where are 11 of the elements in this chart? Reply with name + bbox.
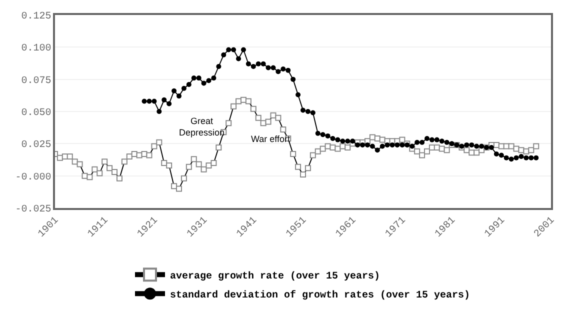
y-tick-label: 0.050	[21, 108, 52, 119]
y-tick-label: -0.000	[15, 172, 52, 184]
y-tick-label: 0.125	[21, 12, 52, 22]
annotation: Great Depression	[179, 116, 225, 138]
y-tick-label: 0.100	[21, 44, 52, 55]
legend-label: average growth rate (over 15 years)	[170, 270, 380, 283]
legend-label: standard deviation of growth rates (over 15 years)	[170, 290, 470, 302]
y-tick-label: 0.075	[21, 76, 52, 87]
annotation: War effort	[251, 134, 291, 144]
y-tick-label: -0.025	[15, 204, 52, 216]
y-tick-label: 0.025	[21, 140, 52, 152]
